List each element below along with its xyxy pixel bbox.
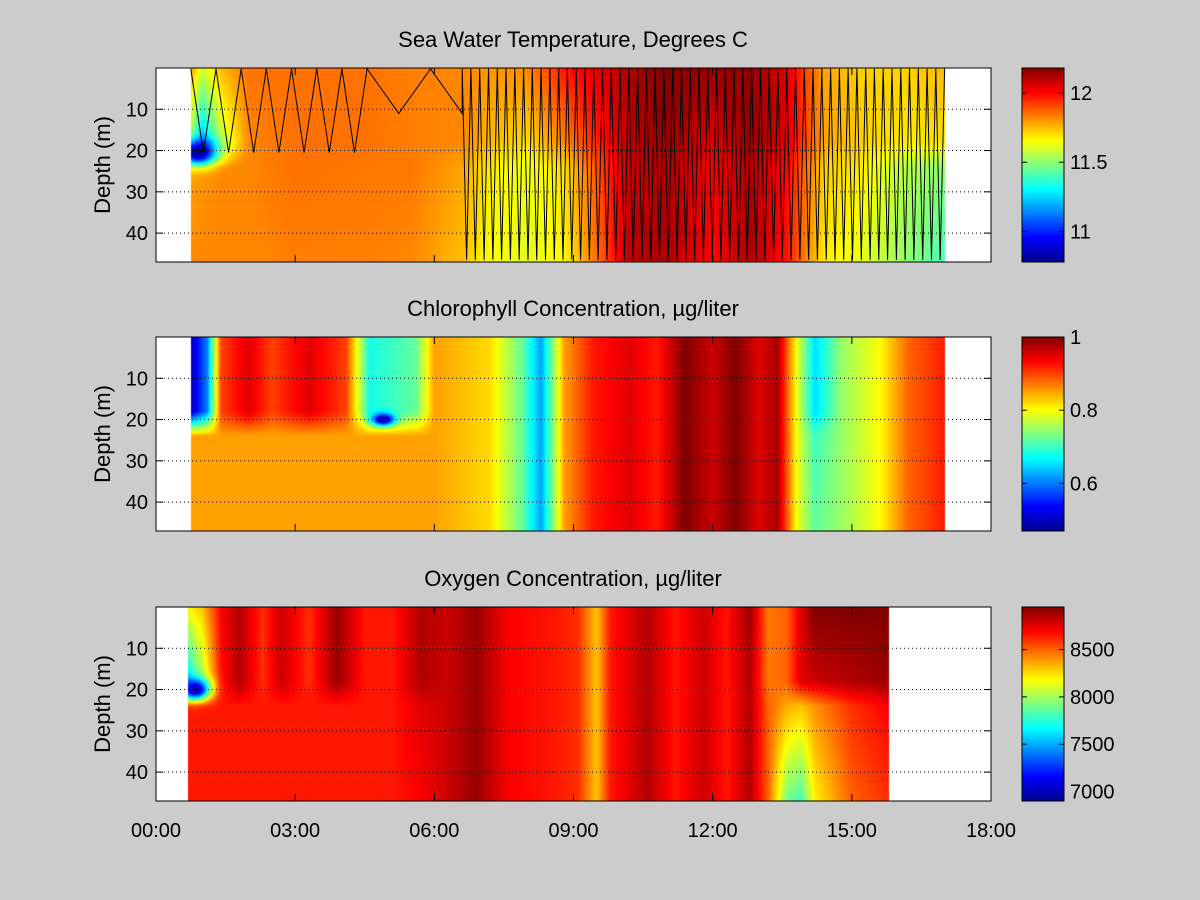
heatmap (156, 337, 991, 531)
colorbar (1021, 67, 1065, 263)
colorbar-tick-label: 0.6 (1070, 473, 1098, 495)
y-tick-label: 20 (126, 141, 148, 163)
colorbar-ticks: 11 11.5 12 (1022, 83, 1107, 244)
x-tick-label: 03:00 (270, 820, 320, 842)
panel-temperature: Sea Water Temperature, Degrees C 10 20 30 4… (90, 27, 1107, 263)
y-tick-label: 30 (126, 721, 148, 743)
y-tick-label: 20 (126, 680, 148, 702)
x-ticks (155, 337, 992, 531)
y-axis-label: Depth (m) (90, 116, 115, 214)
colorbar-tick-label: 11.5 (1070, 152, 1107, 174)
panel-oxygen: Oxygen Concentration, µg/liter 10203040 … (90, 566, 1115, 842)
x-ticks (155, 68, 992, 262)
y-tick-label: 10 (126, 99, 148, 121)
x-tick-label: 12:00 (688, 820, 738, 842)
panel-title: Sea Water Temperature, Degrees C (398, 27, 748, 52)
y-ticks: 10 20 30 40 (126, 99, 991, 245)
colorbar-tick-label: 7500 (1070, 734, 1115, 756)
panel-title: Oxygen Concentration, µg/liter (424, 566, 722, 591)
sampling-track (190, 68, 946, 260)
y-tick-label: 40 (126, 223, 148, 245)
y-tick-label: 30 (126, 182, 148, 204)
x-tick-label: 18:00 (966, 820, 1016, 842)
colorbar-ticks: 7000 7500 8000 8500 (1022, 640, 1115, 804)
y-tick-label: 20 (126, 410, 148, 432)
y-axis-label: Depth (m) (90, 385, 115, 483)
y-tick-label: 40 (126, 492, 148, 514)
y-ticks: 10 20 30 40 (126, 368, 991, 514)
colorbar-tick-label: 8000 (1070, 687, 1115, 709)
y-tick-label: 10 (126, 368, 148, 390)
y-axis-label: Depth (m) (90, 655, 115, 753)
colorbar-tick-label: 12 (1070, 83, 1092, 105)
y-tick-label: 40 (126, 762, 148, 784)
x-tick-label: 09:00 (548, 820, 598, 842)
y-tick-label: 30 (126, 451, 148, 473)
colorbar-tick-label: 11 (1070, 222, 1091, 244)
colorbar-tick-label: 7000 (1070, 782, 1115, 804)
x-ticks: 00:00 03:00 06:00 09:00 12:00 15:00 18:00 (131, 607, 1016, 842)
colorbar-tick-label: 1 (1070, 327, 1081, 349)
x-tick-label: 00:00 (131, 820, 181, 842)
colorbar (1021, 606, 1065, 802)
colorbar-ticks: 0.6 0.8 1 (1022, 327, 1098, 495)
colorbar-tick-label: 8500 (1070, 640, 1115, 662)
colorbar (1021, 336, 1065, 532)
panel-chlorophyll: Chlorophyll Concentration, µg/liter 10 20… (90, 296, 1098, 532)
panel-title: Chlorophyll Concentration, µg/liter (407, 296, 739, 321)
heatmap (156, 607, 991, 801)
y-tick-label: 10 (126, 638, 148, 660)
colorbar-tick-label: 0.8 (1070, 400, 1098, 422)
y-ticks: 10 20 30 40 (126, 638, 991, 784)
x-tick-label: 06:00 (409, 820, 459, 842)
x-tick-label: 15:00 (827, 820, 877, 842)
